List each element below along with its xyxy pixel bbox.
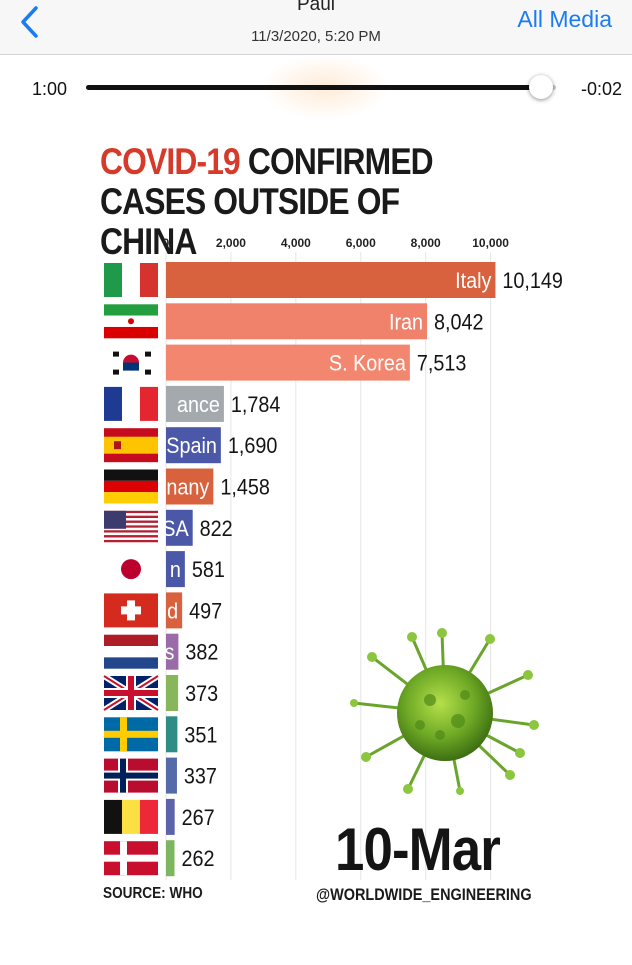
virus-icon bbox=[350, 628, 539, 795]
scrubber-progress bbox=[86, 85, 541, 90]
scrubber-thumb[interactable] bbox=[528, 75, 553, 99]
video-scrubber-bar: 1:00 -0:02 bbox=[0, 55, 632, 120]
credit-label: @WORLDWIDE_ENGINEERING bbox=[316, 885, 532, 904]
back-button[interactable] bbox=[14, 2, 50, 42]
message-timestamp: 11/3/2020, 5:20 PM bbox=[251, 28, 381, 45]
date-label: 10-Mar bbox=[335, 816, 501, 883]
title-covid: COVID-19 bbox=[100, 141, 241, 182]
scrubber-track[interactable] bbox=[86, 85, 556, 90]
media-viewer-header: Paul 11/3/2020, 5:20 PM All Media bbox=[0, 0, 632, 55]
source-label: SOURCE: WHO bbox=[103, 885, 203, 902]
elapsed-time: 1:00 bbox=[32, 79, 68, 99]
remaining-time: -0:02 bbox=[580, 79, 622, 99]
contact-name: Paul bbox=[296, 0, 336, 15]
title-confirmed: CONFIRMED bbox=[247, 141, 434, 182]
title-line-2: CASES OUTSIDE OF CHINA bbox=[100, 181, 400, 262]
chevron-left-icon bbox=[21, 6, 38, 38]
all-media-button[interactable]: All Media bbox=[517, 6, 612, 32]
chart-title: COVID-19 CONFIRMED CASES OUTSIDE OF CHIN… bbox=[100, 142, 496, 262]
